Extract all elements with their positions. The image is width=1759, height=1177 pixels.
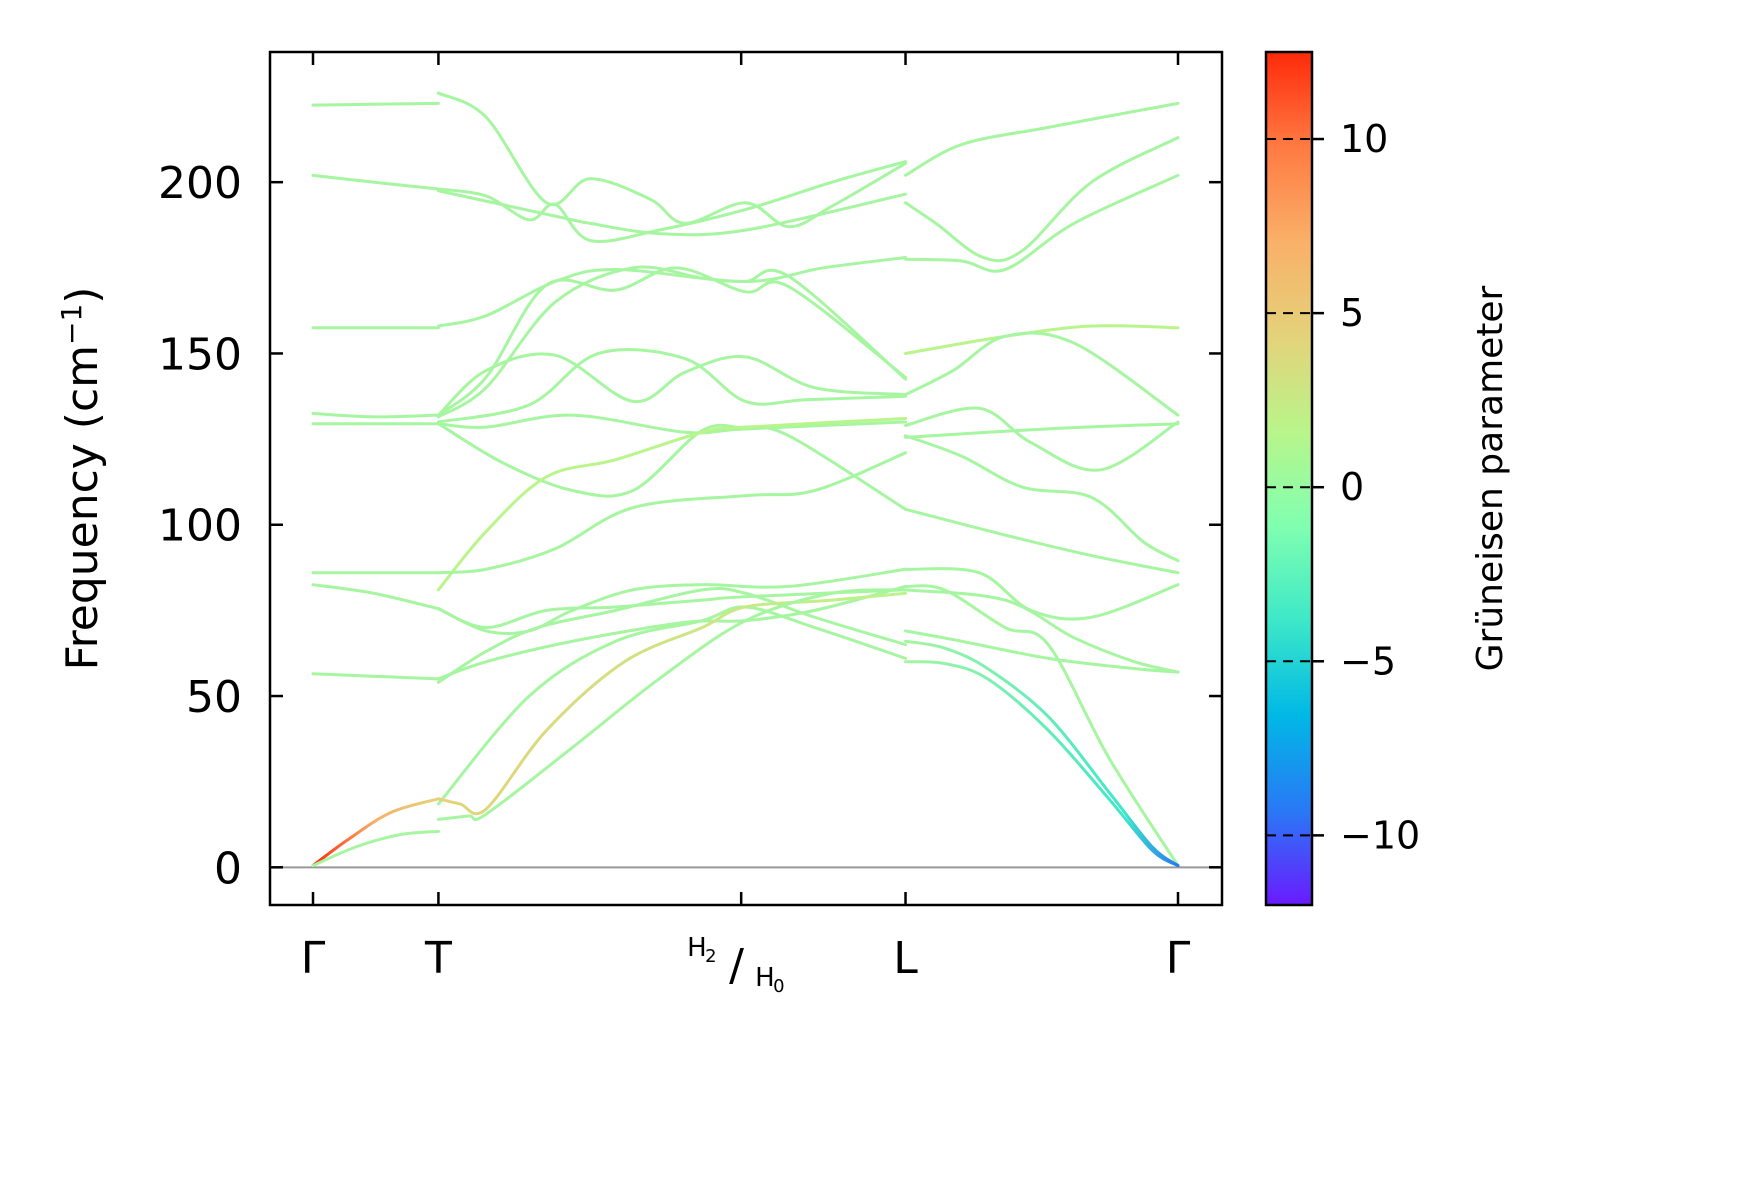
- y-axis-label-superscript: −1: [55, 304, 88, 345]
- phonon-band: [436, 413, 908, 435]
- phonon-band: [436, 451, 908, 575]
- x-tick-label-top-sub: 2: [705, 946, 716, 967]
- phonon-band: [436, 605, 908, 806]
- y-axis-ticks: 0 50 100 150 200: [158, 158, 1222, 894]
- x-tick-label-bottom: H: [755, 963, 775, 993]
- phonon-band: [436, 266, 908, 417]
- colorbar-tick-label: −5: [1340, 639, 1396, 683]
- phonon-band: [436, 588, 908, 822]
- phonon-band: [311, 797, 440, 868]
- phonon-band: [904, 422, 1180, 439]
- x-tick-label-slash: /: [729, 940, 744, 991]
- axes-frame: [268, 50, 1224, 907]
- phonon-band: [436, 160, 908, 243]
- phonon-band: [904, 639, 1180, 868]
- series-layer: [311, 91, 1180, 868]
- phonon-band: [436, 352, 908, 417]
- phonon-band: [904, 331, 1180, 417]
- colorbar-tick-label: −10: [1340, 813, 1420, 857]
- colorbar-tick-label: 5: [1340, 291, 1364, 335]
- phonon-band: [904, 173, 1180, 273]
- phonon-band: [436, 584, 908, 681]
- y-axis-label: Frequency (cm−1): [55, 287, 108, 671]
- phonon-band: [904, 434, 1180, 563]
- phonon-band: [311, 672, 440, 681]
- phonon-band: [436, 91, 908, 229]
- phonon-band: [904, 406, 1180, 472]
- phonon-band: [436, 567, 908, 636]
- y-axis-label-close: ): [57, 287, 108, 304]
- phonon-band: [904, 324, 1180, 355]
- y-tick-label: 200: [158, 158, 242, 209]
- x-tick-label: T: [424, 933, 452, 984]
- colorbar-gradient: [1266, 52, 1312, 905]
- phonon-band: [311, 411, 440, 419]
- colorbar-frame: [1264, 50, 1314, 907]
- phonon-band: [436, 591, 908, 816]
- colorbar-ticks: −10 −5 0 5 10: [1266, 117, 1420, 857]
- colorbar-tick-label: 0: [1340, 465, 1364, 509]
- colorbar: −10 −5 0 5 10 Grüneisen parameter: [1264, 50, 1511, 907]
- phonon-band: [904, 101, 1180, 177]
- y-tick-label: 50: [186, 672, 242, 723]
- x-tick-label: L: [893, 933, 918, 984]
- x-tick-label: Γ: [1166, 933, 1191, 984]
- phonon-band: [311, 829, 440, 868]
- colorbar-tick-label: 10: [1340, 117, 1388, 161]
- phonon-band: [904, 588, 1180, 674]
- phonon-band: [436, 586, 908, 684]
- x-tick-label-top: H: [687, 933, 707, 963]
- phonon-band: [436, 189, 908, 237]
- phonon-band: [311, 101, 440, 107]
- x-tick-label-bottom-sub: 0: [773, 976, 784, 997]
- phonon-band: [311, 173, 440, 191]
- phonon-band: [436, 265, 908, 419]
- y-tick-label: 100: [158, 501, 242, 552]
- x-tick-label: Γ: [301, 933, 326, 984]
- phonon-band: [436, 348, 908, 424]
- phonon-band: [904, 629, 1180, 674]
- phonon-band: [904, 584, 1180, 868]
- colorbar-label: Grüneisen parameter: [1470, 285, 1511, 671]
- phonon-band: [436, 256, 908, 328]
- phonon-band: [904, 507, 1180, 575]
- phonon-band: [904, 136, 1180, 263]
- y-axis-label-main: Frequency (cm: [57, 345, 108, 671]
- x-tick-label-fraction: H2/H0: [687, 933, 784, 997]
- y-tick-label: 150: [158, 329, 242, 380]
- phonon-band: [311, 583, 440, 611]
- phonon-band: [436, 417, 908, 592]
- x-axis-ticks: Γ T H2/H0L Γ: [301, 52, 1191, 997]
- y-tick-label: 0: [214, 843, 242, 894]
- phonon-band: [436, 422, 908, 511]
- phonon-band: [904, 660, 1180, 868]
